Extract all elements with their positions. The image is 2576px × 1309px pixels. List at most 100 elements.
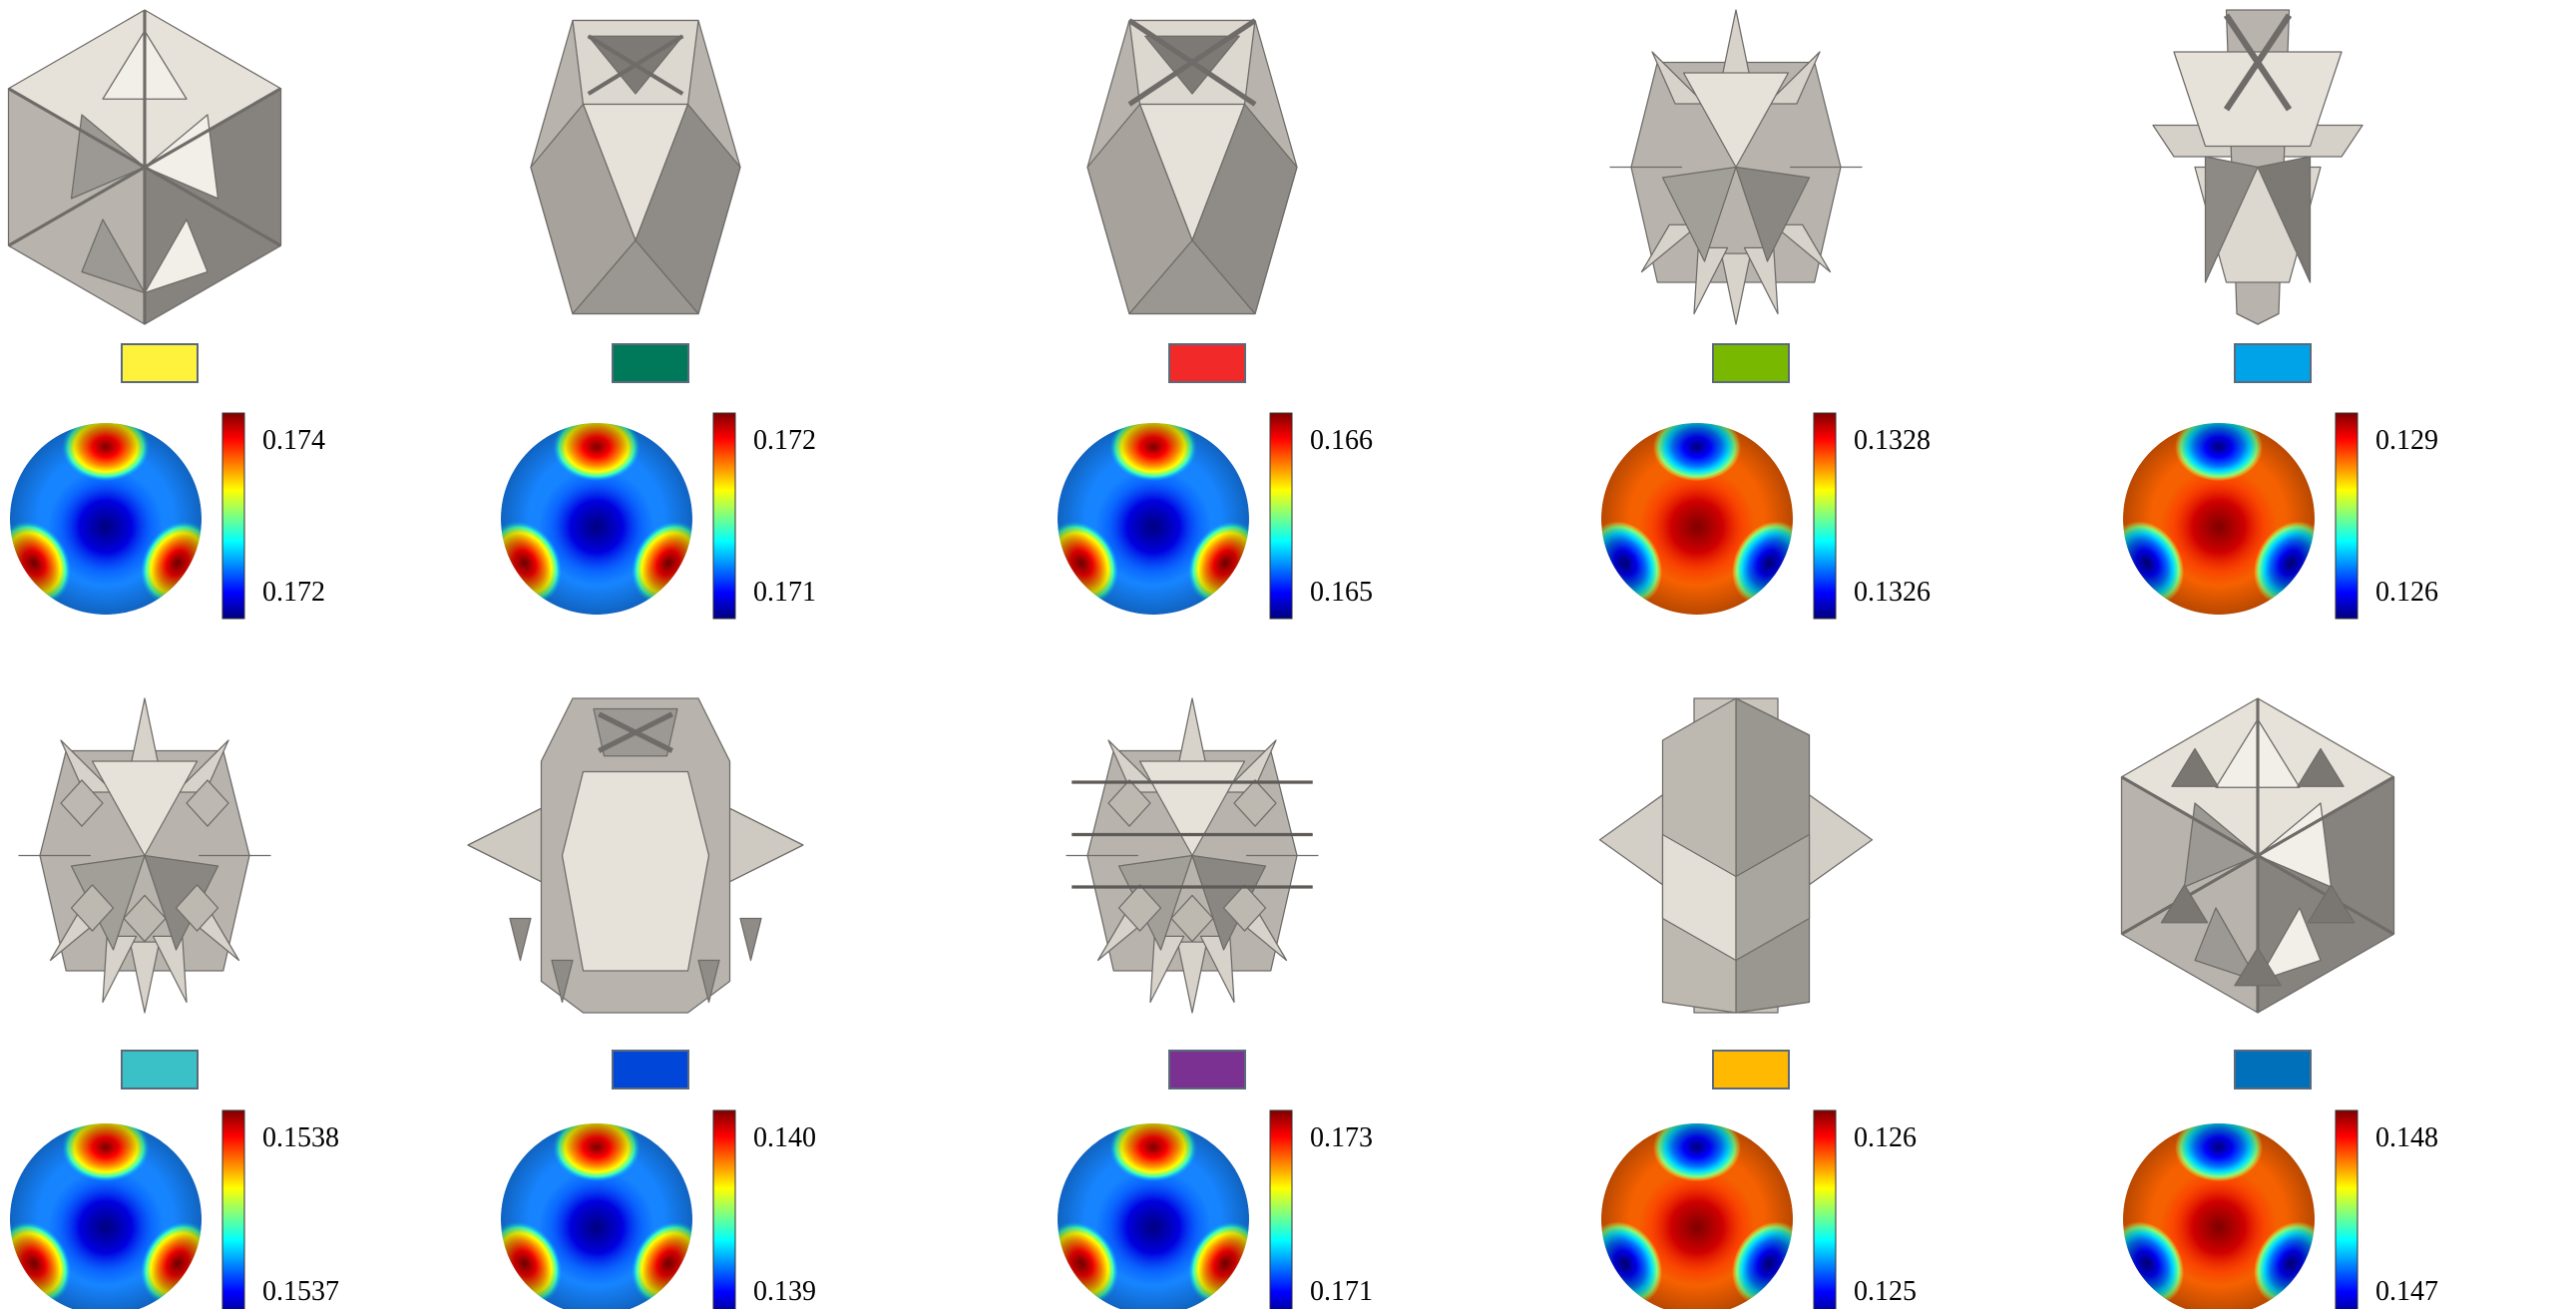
lattice-strut — [7, 87, 282, 247]
structure-panel: 0.174 0.172 — [7, 9, 325, 620]
response-sphere — [1601, 423, 1793, 615]
colorbar-max-label: 0.140 — [753, 1122, 816, 1153]
legend-swatch — [1168, 343, 1246, 383]
spike — [175, 739, 229, 793]
response-sphere — [1058, 1123, 1249, 1309]
top-plate — [2173, 51, 2343, 148]
spike — [1651, 51, 1706, 105]
lattice-cell — [1222, 884, 1267, 932]
right-pyramid — [1735, 166, 1811, 262]
spike — [1176, 941, 1208, 1014]
response-sphere — [501, 1123, 692, 1309]
cuboctahedron-lattice-model — [530, 19, 741, 315]
lattice-cell — [2160, 884, 2209, 924]
lattice-cell — [70, 884, 115, 932]
lattice-strut — [2120, 775, 2395, 936]
structure-panel: 0.1538 0.1537 — [10, 697, 339, 1309]
spike — [1743, 246, 1779, 315]
lattice-cell — [2307, 884, 2356, 924]
colorbar-max-label: 0.173 — [1310, 1122, 1373, 1153]
front-face — [561, 770, 710, 972]
legend-swatch — [2234, 343, 2312, 383]
structure-panel: 0.173 0.171 — [1058, 697, 1373, 1309]
spike — [1176, 697, 1208, 770]
cube-lattice-model — [7, 9, 282, 325]
spiky-lattice-model — [1609, 9, 1863, 325]
bottom-face — [1128, 239, 1256, 315]
colorbar-max-label: 0.174 — [262, 425, 325, 456]
spike — [102, 935, 138, 1004]
spike — [739, 917, 762, 962]
sphere-shading — [501, 423, 692, 615]
spike — [551, 959, 574, 1004]
top-pyramid — [91, 760, 199, 857]
legend-swatch — [612, 343, 689, 383]
colorbar — [1813, 412, 1837, 620]
top-pyramid — [1138, 760, 1246, 857]
response-sphere — [501, 423, 692, 615]
legend-swatch — [2234, 1050, 2312, 1090]
lattice-strut — [2194, 907, 2259, 983]
lattice-cell — [2171, 747, 2219, 787]
spike — [1199, 935, 1235, 1004]
cross-plates-model — [1598, 697, 1874, 1014]
spike — [509, 917, 532, 962]
response-sphere — [1601, 1123, 1793, 1309]
colorbar-max-label: 0.166 — [1310, 425, 1373, 456]
structure-panel: 0.148 0.147 — [2120, 697, 2438, 1309]
colorbar-min-label: 0.171 — [1310, 1276, 1373, 1307]
spike — [1693, 246, 1729, 315]
spike — [1107, 739, 1162, 793]
structure-panel: 0.1328 0.1326 — [1601, 9, 1931, 620]
colorbar-max-label: 0.172 — [753, 425, 816, 456]
response-sphere — [1058, 423, 1249, 615]
plate-cage-model — [467, 697, 804, 1014]
legend-swatch — [1168, 1050, 1246, 1090]
right-wing — [2257, 156, 2312, 283]
lattice-cell — [2234, 947, 2282, 987]
colorbar-min-label: 0.125 — [1854, 1276, 1917, 1307]
spike — [1149, 935, 1185, 1004]
colorbar-max-label: 0.126 — [1854, 1122, 1917, 1153]
colorbar — [2335, 1109, 2359, 1309]
lattice-cell — [1117, 884, 1162, 932]
lattice-strut — [2257, 907, 2322, 983]
x-strut — [2223, 13, 2293, 112]
colorbar — [1269, 1109, 1293, 1309]
lattice-strut — [587, 34, 684, 96]
spiky-lattice-layered-model — [1066, 697, 1319, 1014]
colorbar — [712, 1109, 736, 1309]
colorbar-min-label: 0.1537 — [262, 1276, 339, 1307]
twist-strut — [1127, 18, 1257, 107]
spike — [1222, 739, 1277, 793]
cube-lattice-dense-model — [2120, 697, 2395, 1014]
cuboctahedron-twisted-model — [1086, 18, 1298, 315]
colorbar — [712, 412, 736, 620]
panel-grid: 0.1740.1720.1720.1710.1660.1650.13280.13… — [7, 9, 2438, 1309]
lattice-cell — [123, 894, 167, 943]
spike — [1766, 51, 1821, 105]
spike — [697, 959, 720, 1004]
sphere-shading — [2123, 1123, 2315, 1309]
colorbar-max-label: 0.1328 — [1854, 425, 1931, 456]
star-plates-model — [2152, 9, 2363, 325]
legend-swatch — [121, 343, 199, 383]
colorbar-min-label: 0.1326 — [1854, 577, 1931, 608]
sphere-shading — [10, 423, 202, 615]
structure-panel: 0.126 0.125 — [1598, 697, 1917, 1309]
lattice-cell — [1107, 779, 1151, 827]
sphere-shading — [1601, 1123, 1793, 1309]
spike — [129, 697, 161, 770]
lattice-cell — [60, 779, 104, 827]
lattice-strut — [81, 218, 146, 294]
left-pyramid — [1661, 166, 1737, 262]
legend-swatch — [1712, 1050, 1790, 1090]
spike — [129, 941, 161, 1014]
colorbar-min-label: 0.126 — [2375, 577, 2438, 608]
structure-panel: 0.140 0.139 — [467, 697, 816, 1309]
response-sphere — [2123, 1123, 2315, 1309]
colorbar — [1269, 412, 1293, 620]
colorbar-min-label: 0.171 — [753, 577, 816, 608]
left-wing — [2204, 156, 2259, 283]
